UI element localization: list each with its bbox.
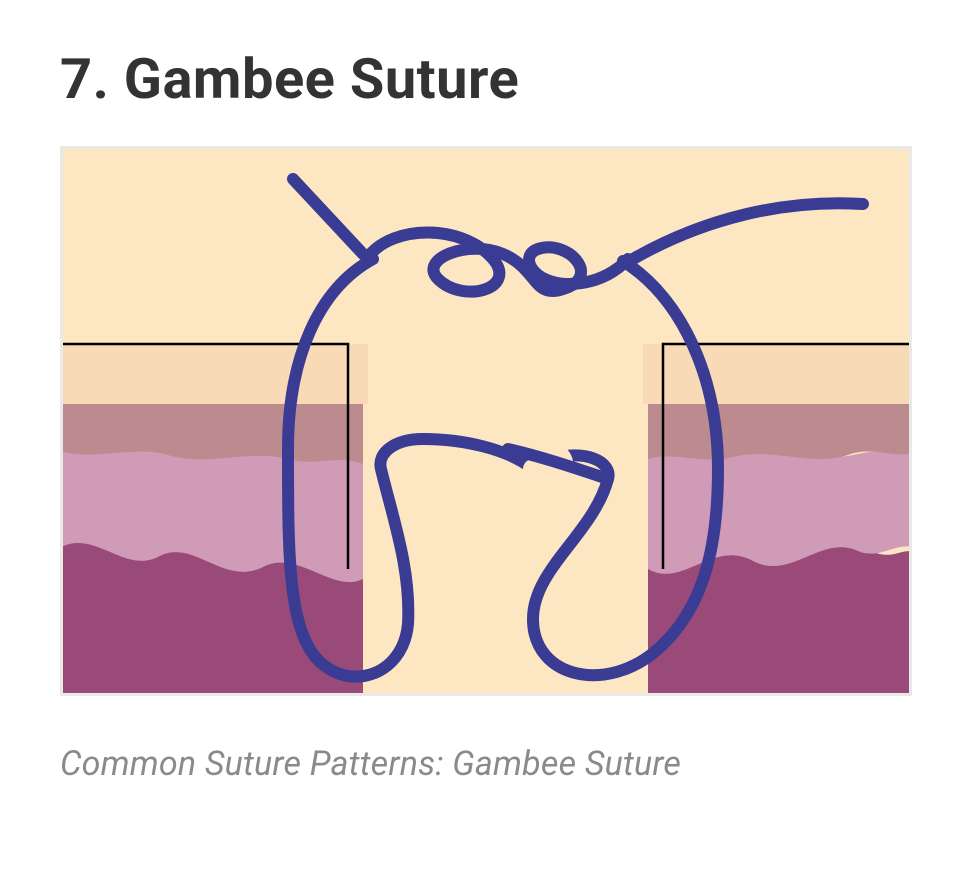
layer-skin-right <box>643 344 909 404</box>
layer-dermis1-right <box>648 401 909 460</box>
diagram-svg <box>63 149 909 693</box>
tissue-left <box>63 344 368 693</box>
page-title: 7. Gambee Suture <box>60 46 914 112</box>
tissue-right <box>643 344 909 693</box>
suture-knot <box>368 232 628 291</box>
page-container: 7. Gambee Suture <box>0 0 960 784</box>
suture-tail-left <box>293 179 363 254</box>
suture-diagram <box>60 146 912 696</box>
figure-caption: Common Suture Patterns: Gambee Suture <box>60 744 914 784</box>
suture-tail-right <box>633 203 863 259</box>
layer-skin-left <box>63 344 368 404</box>
